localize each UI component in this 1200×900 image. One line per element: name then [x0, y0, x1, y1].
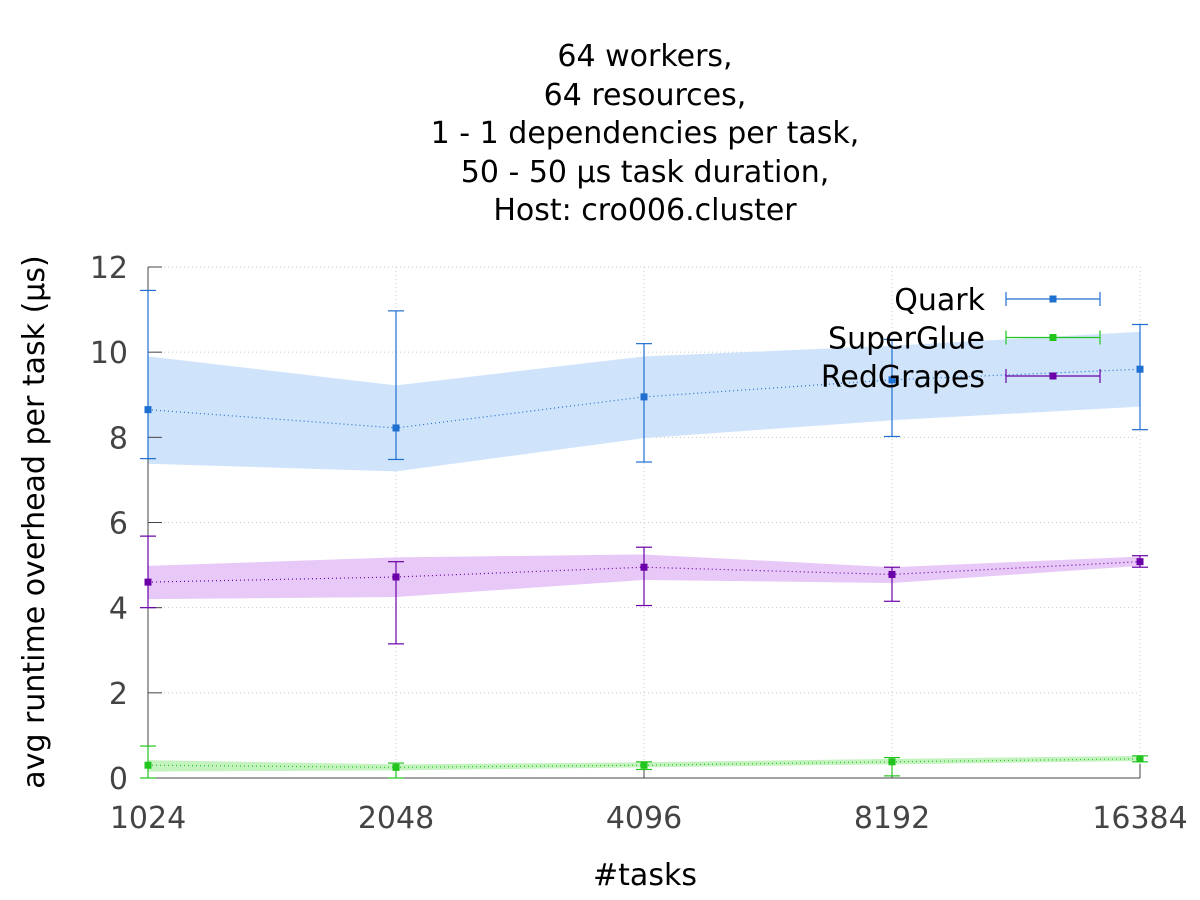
superglue-point	[144, 761, 152, 769]
legend-marker-superglue	[1049, 334, 1057, 341]
title-line-1: 64 workers,	[557, 39, 733, 74]
y-tick-label: 8	[109, 421, 128, 456]
y-tick-label: 2	[109, 677, 128, 712]
quark-point	[144, 406, 152, 414]
superglue-point	[1136, 755, 1144, 763]
redgrapes-point	[640, 563, 648, 571]
x-axis-label: #tasks	[593, 858, 697, 893]
tick-labels: 0 2 4 6 8 10 12 1024 2048 4096 8192 16384	[90, 251, 1188, 836]
chart-title: 64 workers, 64 resources, 1 - 1 dependen…	[0, 38, 1200, 231]
quark-point	[888, 376, 896, 384]
legend-label-quark: Quark	[894, 283, 985, 318]
x-tick-label: 2048	[358, 801, 434, 836]
title-line-3: 1 - 1 dependencies per task,	[430, 116, 860, 151]
y-tick-label: 10	[90, 336, 128, 371]
quark-point	[640, 393, 648, 401]
title-line-5: Host: cro006.cluster	[493, 193, 797, 228]
x-tick-label: 1024	[110, 801, 186, 836]
y-tick-label: 12	[90, 251, 128, 286]
legend-label-superglue: SuperGlue	[828, 322, 985, 357]
legend-marker-redgrapes	[1049, 372, 1057, 380]
legend-label-redgrapes: RedGrapes	[821, 360, 985, 395]
y-tick-label: 4	[109, 592, 128, 627]
x-tick-label: 16384	[1092, 801, 1187, 836]
superglue-point	[392, 763, 400, 771]
quark-point	[1136, 365, 1144, 373]
x-tick-label: 4096	[606, 801, 682, 836]
series	[140, 289, 1148, 779]
y-tick-label: 6	[109, 507, 128, 542]
title-line-2: 64 resources,	[543, 77, 747, 113]
redgrapes-point	[144, 578, 152, 586]
superglue-point	[640, 761, 648, 769]
redgrapes-point	[1136, 558, 1144, 566]
quark-point	[392, 424, 400, 432]
redgrapes-point	[888, 570, 896, 578]
superglue-point	[888, 758, 896, 766]
x-tick-label: 8192	[854, 801, 930, 836]
title-line-4: 50 - 50 μs task duration,	[460, 154, 830, 190]
redgrapes-point	[392, 573, 400, 581]
y-axis-label: avg runtime overhead per task (μs)	[17, 255, 52, 788]
legend-marker-quark	[1049, 295, 1057, 303]
y-tick-label: 0	[109, 762, 128, 797]
